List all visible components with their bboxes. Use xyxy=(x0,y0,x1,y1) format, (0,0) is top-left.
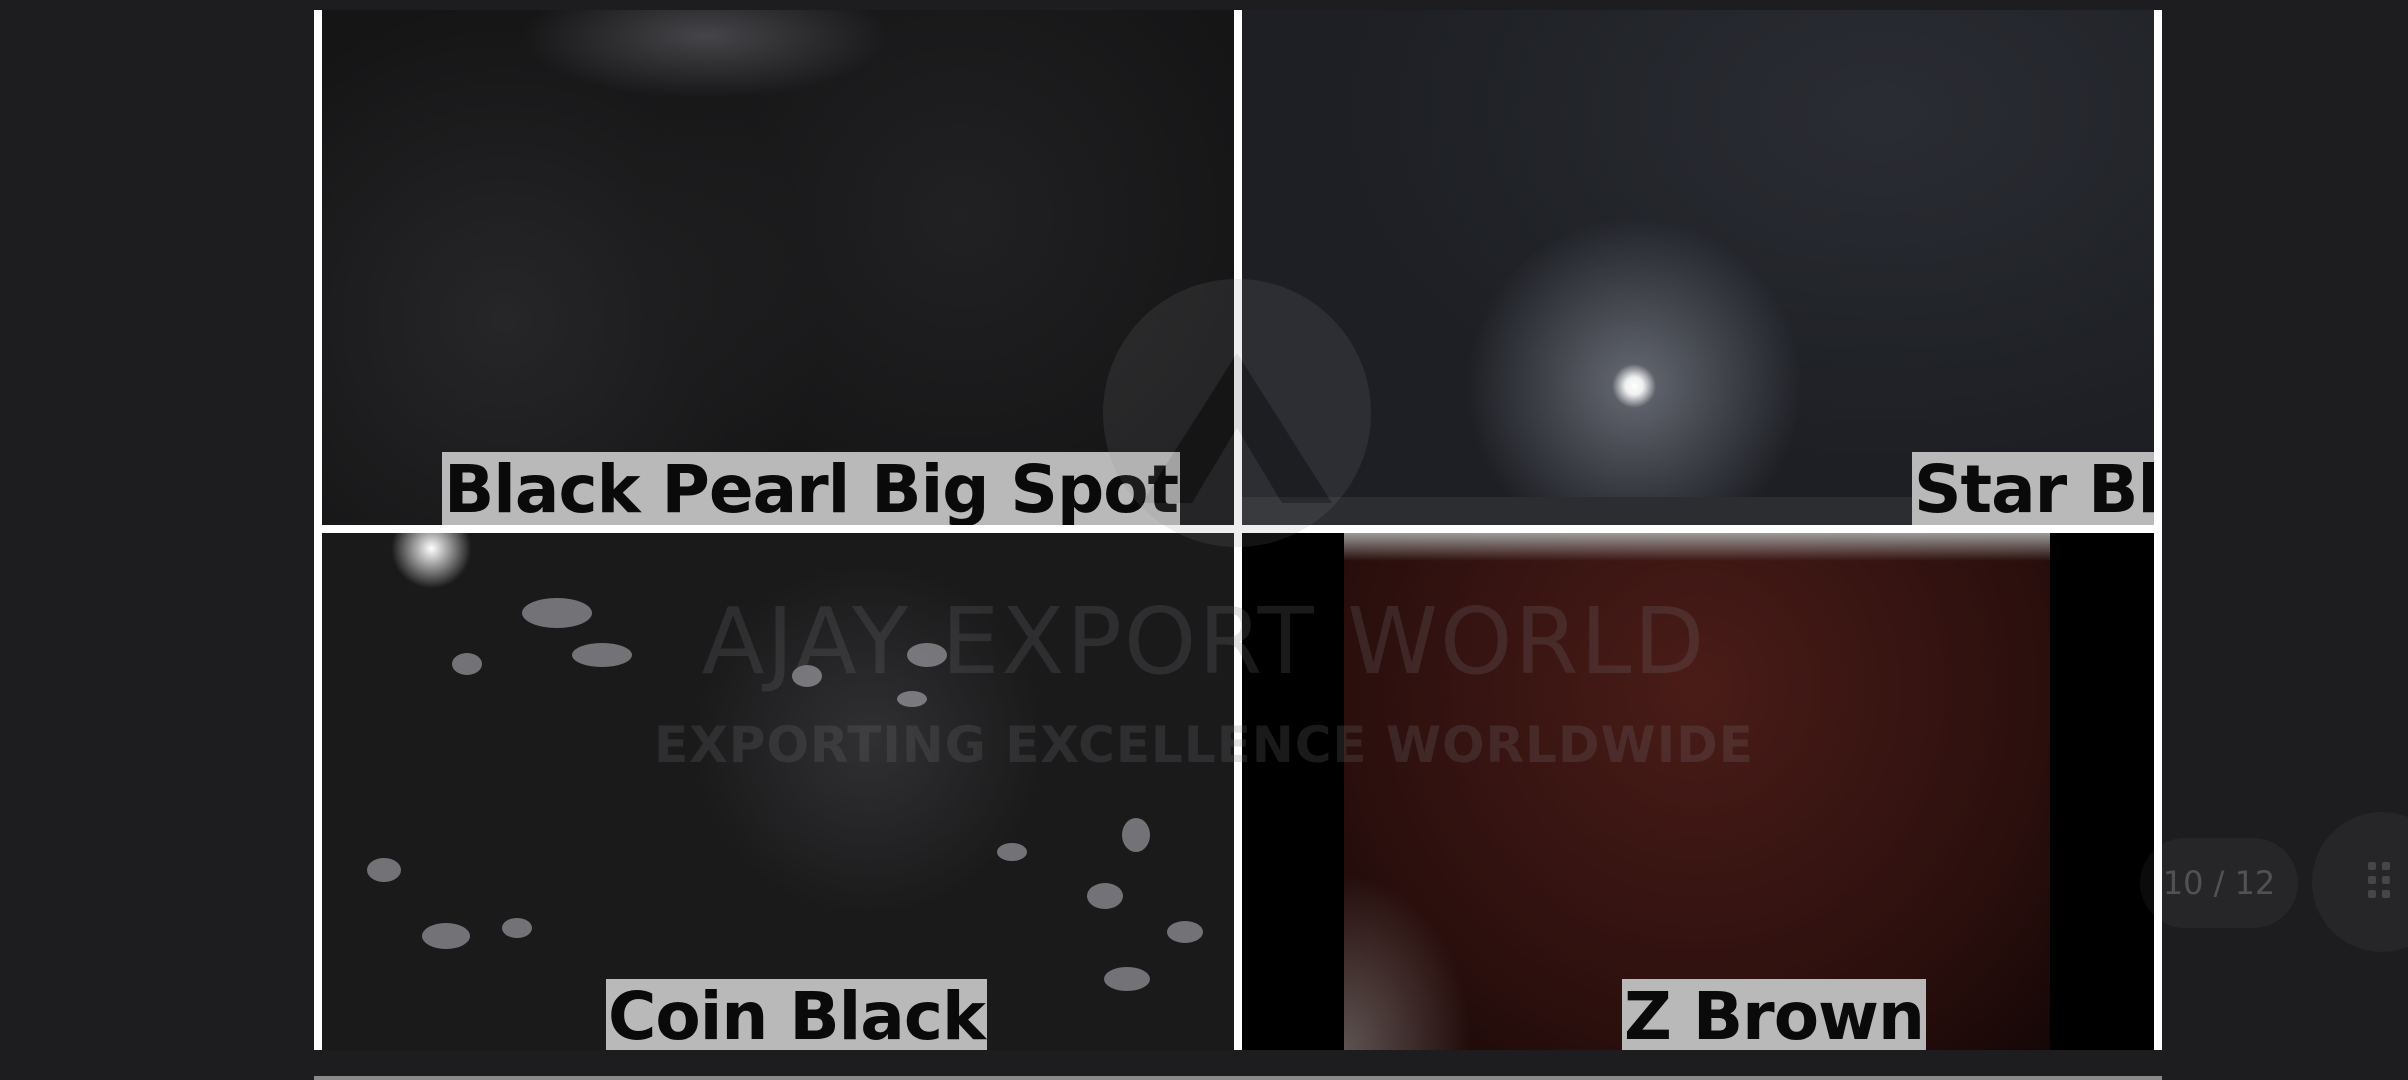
coin-spot xyxy=(1087,883,1123,909)
coin-spot xyxy=(572,643,632,667)
coin-spot xyxy=(897,691,927,707)
coin-spot xyxy=(997,843,1027,861)
tile-label: Z Brown xyxy=(1622,979,1926,1050)
coin-spot xyxy=(1104,967,1150,991)
tile-z-brown: Z Brown xyxy=(1242,533,2154,1050)
granite-texture-image xyxy=(1242,533,2154,1050)
granite-slab xyxy=(1344,533,2050,1050)
coin-spot xyxy=(367,858,401,882)
tile-label: Star Black xyxy=(1912,452,2154,525)
coin-spot xyxy=(1122,818,1150,852)
coin-spot xyxy=(502,918,532,938)
grid-icon xyxy=(2368,862,2398,904)
catalog-page[interactable]: Black Pearl Big Spot Star Black xyxy=(314,10,2162,1050)
tile-black-pearl-big-spot: Black Pearl Big Spot xyxy=(322,10,1234,525)
coin-spot xyxy=(1167,921,1203,943)
next-page-preview[interactable] xyxy=(314,1076,2162,1080)
coin-spot xyxy=(422,923,470,949)
granite-texture-image xyxy=(1242,10,2154,525)
coin-spot xyxy=(522,598,592,628)
coin-spot xyxy=(792,665,822,687)
tile-label: Black Pearl Big Spot xyxy=(442,452,1181,525)
tile-coin-black: Coin Black xyxy=(322,533,1234,1050)
granite-texture-image xyxy=(322,10,1234,525)
tile-label: Coin Black xyxy=(606,979,987,1050)
coin-spot xyxy=(452,653,482,675)
granite-texture-image xyxy=(322,533,1234,1050)
page-counter: 10 / 12 xyxy=(2140,838,2298,928)
grid-view-button[interactable] xyxy=(2312,812,2408,952)
coin-spot xyxy=(907,643,947,667)
tile-star-black: Star Black xyxy=(1242,10,2154,525)
